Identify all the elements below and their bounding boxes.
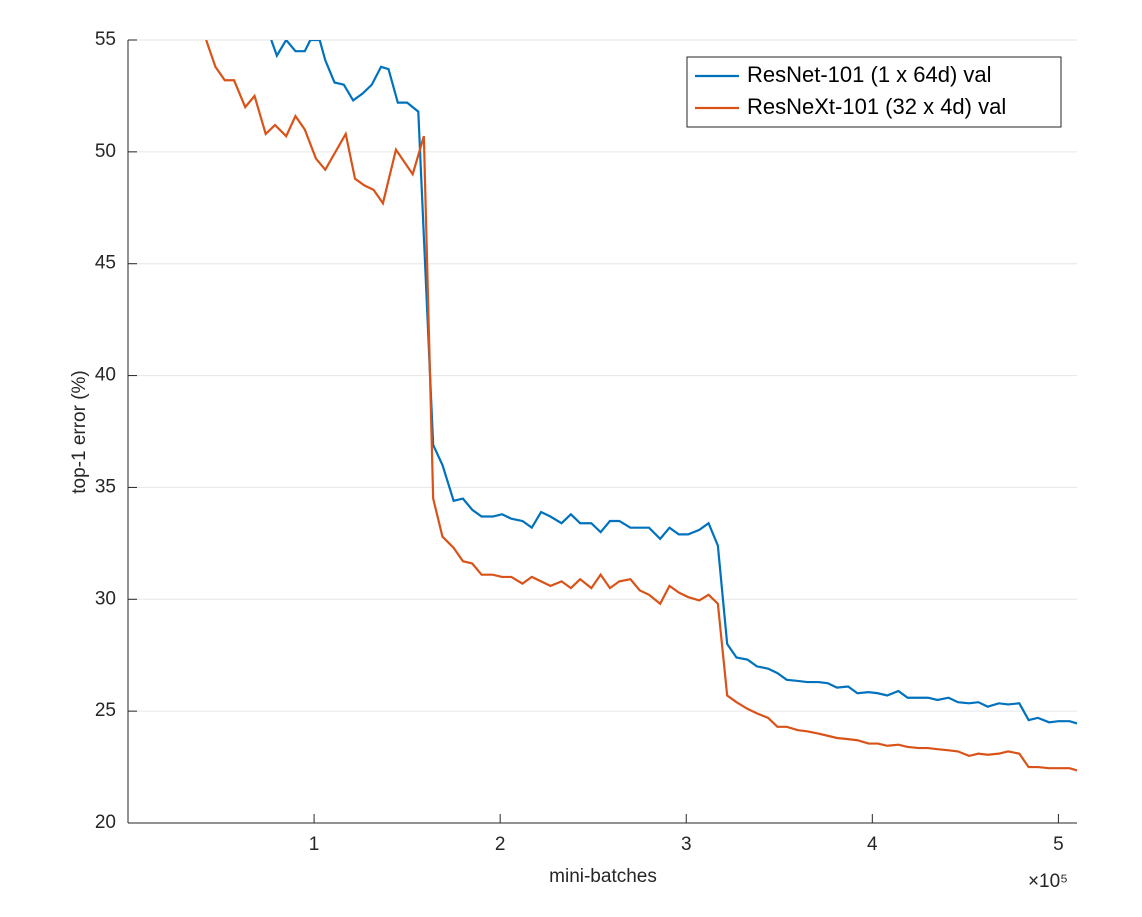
x-tick-label: 2	[495, 834, 506, 855]
plot-area	[205, 40, 1077, 772]
series-line	[205, 40, 1077, 772]
y-tick-label: 40	[95, 365, 116, 386]
legend-box	[686, 56, 1062, 128]
x-tick-label: 1	[309, 834, 320, 855]
x-tick-label: 3	[681, 834, 692, 855]
y-axis-label: top-1 error (%)	[69, 370, 90, 494]
y-tick-label: 25	[95, 700, 116, 721]
y-tick-label: 55	[95, 29, 116, 50]
y-tick-label: 50	[95, 141, 116, 162]
y-tick-label: 35	[95, 476, 116, 497]
x-tick-label: 5	[1053, 834, 1064, 855]
legend-label: ResNet-101 (1 x 64d) val	[747, 62, 992, 87]
legend-label: ResNeXt-101 (32 x 4d) val	[747, 94, 1006, 119]
x-multiplier: ×10⁵	[1028, 871, 1068, 892]
y-tick-label: 30	[95, 588, 116, 609]
series-line	[270, 40, 1077, 725]
y-tick-label: 45	[95, 253, 116, 274]
x-axis-label: mini-batches	[549, 866, 657, 887]
x-tick-label: 4	[867, 834, 878, 855]
y-tick-label: 20	[95, 812, 116, 833]
